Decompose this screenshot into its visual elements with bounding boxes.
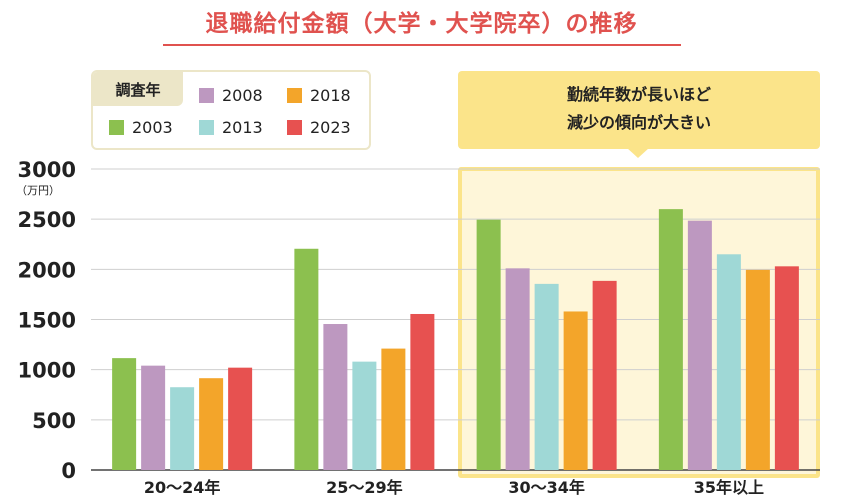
- bar-2003-1: [112, 358, 137, 470]
- legend-label-2003: 2003: [132, 118, 173, 137]
- legend-swatch-2008: [199, 88, 214, 103]
- bar-2003-3: [476, 219, 501, 470]
- y-tick-label: 500: [32, 409, 76, 433]
- bar-2018-4: [745, 269, 770, 470]
- bar-2013-3: [534, 283, 559, 470]
- bar-2008-4: [687, 220, 712, 470]
- bar-2018-3: [563, 311, 588, 470]
- callout-line-2: 減少の傾向が大きい: [566, 113, 711, 132]
- callout-box: 勤続年数が長いほど 減少の傾向が大きい: [458, 71, 820, 149]
- legend-item-2013: 2013: [199, 118, 263, 137]
- bar-2013-1: [170, 387, 195, 470]
- bar-2023-1: [228, 367, 253, 470]
- bar-2008-1: [141, 365, 166, 470]
- y-tick-label: 1000: [18, 359, 76, 383]
- x-category-label: 20～24年: [144, 478, 221, 497]
- bar-2023-2: [410, 313, 435, 470]
- legend-swatch-2023: [287, 120, 302, 135]
- legend: 調査年 2008 2018 2003 2013 2023: [91, 70, 371, 150]
- y-tick-label: 1500: [18, 309, 76, 333]
- chart-title: 退職給付金額（大学・大学院卒）の推移: [205, 11, 638, 37]
- y-tick-label: 2500: [18, 208, 76, 232]
- y-tick-label: 0: [61, 459, 76, 483]
- y-tick-label: 2000: [18, 258, 76, 282]
- legend-label-2008: 2008: [222, 86, 263, 105]
- legend-swatch-2013: [199, 120, 214, 135]
- legend-item-2018: 2018: [287, 86, 351, 105]
- legend-item-2023: 2023: [287, 118, 351, 137]
- bar-2018-1: [199, 378, 224, 470]
- legend-label-2018: 2018: [310, 86, 351, 105]
- bar-2008-2: [323, 324, 348, 470]
- bar-2008-3: [505, 268, 530, 470]
- title-underline: [163, 44, 681, 46]
- legend-label-2023: 2023: [310, 118, 351, 137]
- legend-item-2003: 2003: [109, 118, 173, 137]
- legend-label-2013: 2013: [222, 118, 263, 137]
- legend-swatch-2003: [109, 120, 124, 135]
- bar-2018-2: [381, 348, 406, 470]
- callout-pointer: [627, 148, 649, 158]
- y-unit-label: （万円）: [16, 184, 60, 197]
- legend-swatch-2018: [287, 88, 302, 103]
- x-category-label: 35年以上: [694, 478, 764, 497]
- bar-2003-2: [294, 248, 319, 470]
- bar-2013-4: [716, 254, 741, 470]
- y-tick-label: 3000: [18, 158, 76, 182]
- bar-2013-2: [352, 361, 377, 470]
- legend-header: 調査年: [93, 72, 183, 106]
- callout-line-1: 勤続年数が長いほど: [566, 85, 711, 104]
- bar-2023-4: [774, 266, 799, 470]
- bar-2003-4: [658, 209, 683, 470]
- bar-2023-3: [592, 280, 617, 470]
- x-category-label: 30～34年: [508, 478, 585, 497]
- legend-item-2008: 2008: [199, 86, 263, 105]
- x-category-label: 25～29年: [326, 478, 403, 497]
